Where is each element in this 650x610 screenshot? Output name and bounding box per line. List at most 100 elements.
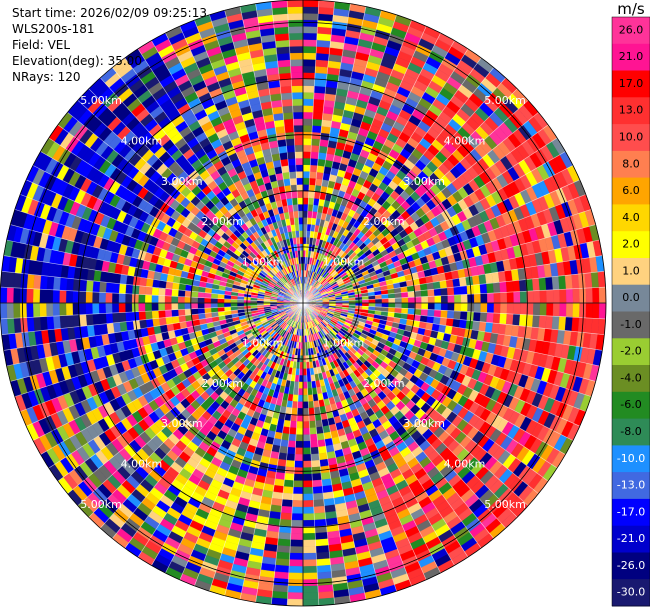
ray-separator [255,302,304,603]
velocity-gate [302,460,312,468]
velocity-gate [177,289,186,297]
velocity-gate [65,290,73,304]
velocity-gate [290,414,298,422]
velocity-gate [302,493,314,501]
velocity-gate [52,276,61,291]
ray-separator [302,302,506,529]
velocity-gate [39,316,48,331]
velocity-gate [302,65,316,73]
ray-separator [302,6,367,304]
velocity-gate [210,302,218,308]
velocity-gate [26,302,34,318]
velocity-gate [318,145,328,154]
ray-separator [302,302,518,518]
velocity-gate [302,427,311,435]
velocity-gate [52,289,60,304]
velocity-gate [279,519,292,527]
velocity-gate [427,302,435,311]
velocity-gate [532,314,540,328]
velocity-gate [302,164,311,172]
velocity-gate [295,427,304,435]
velocity-gate [312,479,323,488]
velocity-gate [302,473,313,481]
velocity-gate [533,302,541,316]
velocity-gate [421,302,429,310]
ray-separator [302,151,566,304]
velocity-gate [112,282,120,294]
velocity-gate [39,275,48,290]
velocity-gate [538,277,547,291]
velocity-gate [564,316,573,332]
velocity-gate [184,302,192,310]
velocity-gate [204,297,212,304]
velocity-gate [302,487,314,495]
ray-separator [302,40,455,304]
velocity-gate [312,105,324,114]
velocity-gate [565,302,574,318]
velocity-gate [52,302,60,317]
ray-separator [302,302,351,603]
velocity-gate [295,434,304,442]
velocity-gate [138,294,146,304]
velocity-gate [313,505,326,514]
velocity-gate [473,284,481,295]
velocity-gate [282,492,294,501]
velocity-gate [184,308,192,316]
velocity-gate [545,276,554,291]
velocity-gate [312,492,324,501]
velocity-gate [45,289,54,304]
velocity-gate [105,312,114,324]
velocity-gate [151,294,159,304]
velocity-gate [302,13,319,21]
velocity-gate [302,157,311,166]
velocity-gate [190,296,198,304]
velocity-gate [296,421,304,429]
velocity-gate [125,293,133,304]
velocity-gate [32,288,41,304]
velocity-gate [152,279,161,289]
velocity-gate [197,291,205,298]
velocity-gate [138,311,146,321]
velocity-gate [302,598,320,607]
velocity-gate [487,292,495,304]
velocity-gate [381,298,389,304]
velocity-gate [539,302,547,316]
velocity-gate [473,293,481,304]
velocity-gate [500,292,508,304]
velocity-gate [317,439,326,448]
velocity-gate [552,302,561,317]
ray-separator [302,302,566,455]
velocity-gate [559,302,567,317]
ray-separator [302,137,558,304]
velocity-gate [598,286,607,304]
ray-separator [302,302,397,592]
velocity-gate [6,287,14,304]
velocity-gate [546,289,554,304]
velocity-gate [401,291,409,298]
velocity-gate [85,313,94,326]
velocity-gate [311,125,322,133]
ray-separator [302,302,412,587]
velocity-gate [289,427,297,435]
ray-separator [302,302,606,320]
velocity-gate [539,290,547,304]
velocity-gate [309,420,317,429]
velocity-gate [316,165,325,174]
velocity-gate [197,297,205,304]
velocity-gate [394,302,402,309]
velocity-gate [280,505,293,514]
velocity-gate [204,302,212,309]
velocity-gate [302,579,318,587]
velocity-gate [302,26,318,34]
velocity-gate [381,302,389,308]
velocity-gate [171,289,179,297]
velocity-gate [298,381,304,389]
velocity-gate [145,318,154,328]
velocity-gate [6,302,14,319]
velocity-gate [302,592,319,600]
velocity-gate [92,302,100,315]
velocity-gate [414,296,422,304]
velocity-gate [302,39,317,47]
ray-separator [302,124,549,304]
velocity-gate [394,297,402,304]
